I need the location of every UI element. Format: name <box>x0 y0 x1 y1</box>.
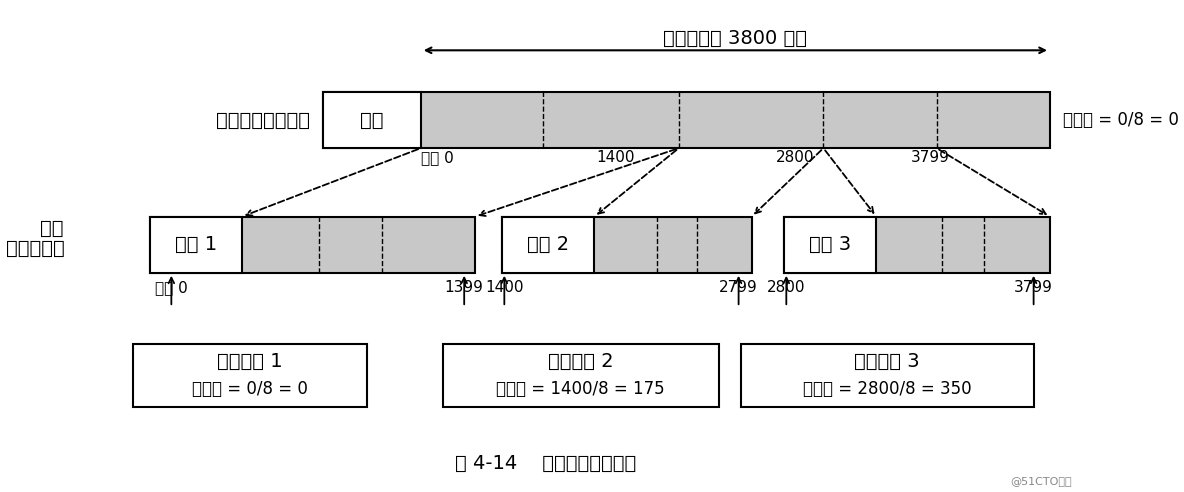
Bar <box>443 344 719 407</box>
Text: 字节 0: 字节 0 <box>420 151 453 165</box>
Bar <box>134 344 367 407</box>
Text: 数据报片 1: 数据报片 1 <box>217 351 283 370</box>
Text: 字节 0: 字节 0 <box>155 280 188 295</box>
Bar <box>741 344 1034 407</box>
Text: 2800: 2800 <box>767 280 805 295</box>
Bar <box>784 216 1050 273</box>
Text: 数据报片 2: 数据报片 2 <box>548 351 613 370</box>
Text: @51CTO博客: @51CTO博客 <box>1010 476 1072 486</box>
Bar <box>502 216 752 273</box>
Bar <box>323 92 1050 148</box>
Text: 数据部分共 3800 字节: 数据部分共 3800 字节 <box>663 29 807 48</box>
Text: 3799: 3799 <box>912 151 950 165</box>
Text: 3799: 3799 <box>1015 280 1053 295</box>
Text: 片偏移 = 0/8 = 0: 片偏移 = 0/8 = 0 <box>192 380 308 399</box>
Text: 数据报片：: 数据报片： <box>6 239 65 258</box>
Text: 图 4-14    数据报的分片举例: 图 4-14 数据报的分片举例 <box>455 454 636 473</box>
Text: 2800: 2800 <box>776 151 815 165</box>
Text: 1400: 1400 <box>597 151 636 165</box>
Text: 片偏移 = 2800/8 = 350: 片偏移 = 2800/8 = 350 <box>803 380 972 399</box>
Text: 数据报片 3: 数据报片 3 <box>855 351 920 370</box>
Text: 三个: 三个 <box>40 219 64 239</box>
Text: 首部 3: 首部 3 <box>809 235 851 254</box>
Bar <box>149 216 475 273</box>
Text: 首部 1: 首部 1 <box>175 235 217 254</box>
Bar <box>502 216 594 273</box>
Bar <box>784 216 876 273</box>
Text: 首部: 首部 <box>360 111 384 129</box>
Text: 需要分片的数据报: 需要分片的数据报 <box>217 111 310 129</box>
Text: 片偏移 = 0/8 = 0: 片偏移 = 0/8 = 0 <box>1063 111 1179 129</box>
Text: 1400: 1400 <box>485 280 523 295</box>
Text: 片偏移 = 1400/8 = 175: 片偏移 = 1400/8 = 175 <box>496 380 665 399</box>
Bar <box>323 92 420 148</box>
Bar <box>149 216 242 273</box>
Text: 1399: 1399 <box>445 280 483 295</box>
Text: 2799: 2799 <box>719 280 758 295</box>
Text: 首部 2: 首部 2 <box>527 235 570 254</box>
